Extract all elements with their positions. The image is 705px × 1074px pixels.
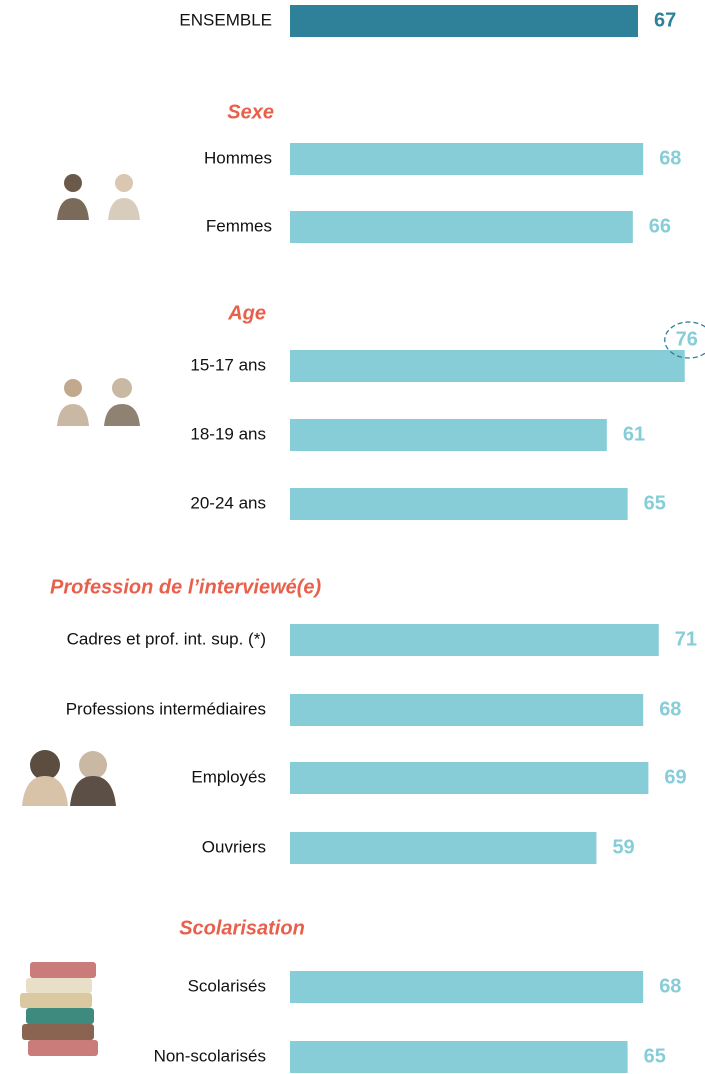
category-label: 15-17 ans (190, 355, 266, 374)
value-label: 65 (644, 1045, 666, 1067)
value-label: 69 (664, 766, 686, 788)
bar (290, 832, 597, 864)
group-title: Age (227, 302, 266, 324)
category-label: 18-19 ans (190, 424, 266, 443)
bar (290, 5, 638, 37)
value-label: 66 (649, 215, 671, 237)
bar (290, 971, 644, 1003)
group-title: Profession de l’interviewé(e) (50, 576, 322, 598)
bar (290, 419, 607, 451)
value-label: 61 (623, 423, 645, 445)
value-label: 68 (659, 147, 681, 169)
bar (290, 143, 644, 175)
value-label: 67 (654, 9, 676, 31)
icons (20, 174, 140, 1056)
group-title: Scolarisation (179, 917, 305, 939)
value-label: 68 (659, 698, 681, 720)
group-title: Sexe (227, 101, 274, 123)
bar (290, 350, 685, 382)
category-label: ENSEMBLE (179, 10, 272, 29)
value-label: 76 (676, 328, 698, 350)
category-label: Employés (191, 767, 266, 786)
bar (290, 211, 633, 243)
category-label: Hommes (204, 148, 272, 167)
category-label: Femmes (206, 216, 272, 235)
category-label: Non-scolarisés (154, 1046, 266, 1065)
bar (290, 694, 644, 726)
category-label: 20-24 ans (190, 493, 266, 512)
value-label: 71 (675, 628, 697, 650)
bar (290, 1041, 628, 1073)
category-label: Scolarisés (188, 976, 266, 995)
highlight (664, 321, 705, 359)
category-label: Cadres et prof. int. sup. (*) (67, 629, 266, 648)
value-label: 68 (659, 975, 681, 997)
bar (290, 762, 649, 794)
value-label: 59 (612, 836, 634, 858)
category-label: Ouvriers (202, 837, 266, 856)
category-label: Professions intermédiaires (66, 699, 266, 718)
bar (290, 624, 659, 656)
bar (290, 488, 628, 520)
value-label: 65 (644, 492, 666, 514)
